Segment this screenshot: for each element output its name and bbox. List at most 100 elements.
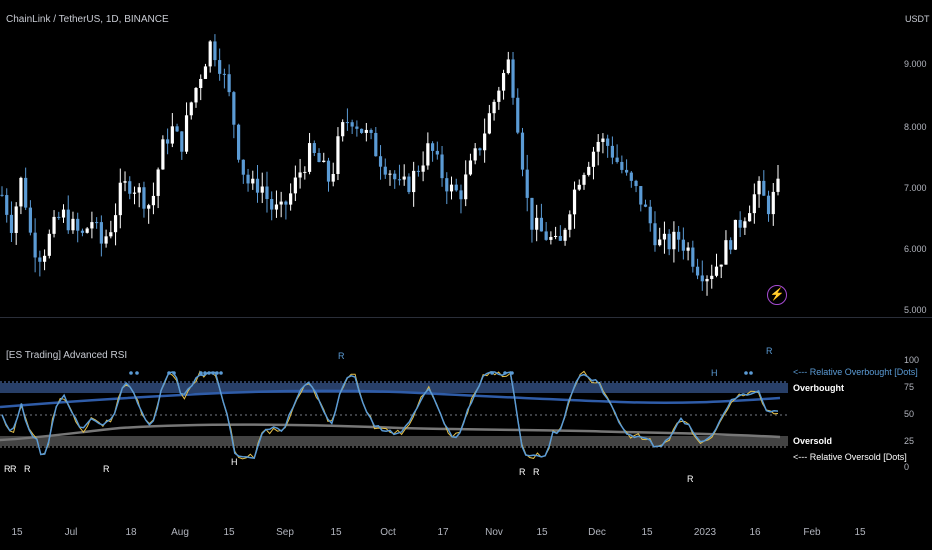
candle-body — [293, 177, 297, 194]
candle-body — [577, 184, 581, 190]
candle-body — [199, 78, 203, 88]
time-tick: 15 — [330, 527, 342, 538]
candle-body — [251, 178, 255, 184]
candle-body — [246, 174, 250, 184]
candle-body — [407, 176, 411, 193]
candle-body — [435, 150, 439, 155]
candle-body — [691, 247, 695, 267]
candle-body — [147, 205, 151, 209]
candle-body — [76, 218, 80, 231]
candle-body — [624, 169, 629, 173]
bottom-marker: R — [519, 467, 526, 477]
candle-body — [284, 201, 288, 205]
overbought-dot — [490, 371, 494, 375]
candle-body — [180, 131, 184, 152]
candle-body — [719, 264, 723, 267]
candle-body — [497, 90, 501, 102]
rsi-tick: 25 — [904, 436, 915, 446]
candle-body — [539, 217, 544, 232]
indicator-title[interactable]: [ES Trading] Advanced RSI — [6, 350, 128, 361]
candle-body — [326, 160, 331, 182]
candle-body — [776, 178, 780, 192]
time-tick: Sep — [276, 527, 294, 538]
candle-body — [459, 190, 463, 200]
candle-body — [5, 195, 9, 215]
candle-body — [572, 189, 577, 215]
candle-body — [156, 169, 160, 196]
rsi-tick: 100 — [904, 355, 920, 365]
overbought-dot — [129, 371, 133, 375]
candle-body — [634, 180, 638, 187]
candle-body — [587, 166, 591, 175]
overbought-dot — [135, 371, 139, 375]
candle-body — [629, 172, 633, 181]
candle-body — [345, 122, 350, 124]
pane-divider[interactable] — [0, 317, 932, 318]
candle-body — [260, 186, 264, 193]
candle-body — [516, 97, 520, 133]
candle-body — [558, 235, 562, 241]
rsi-chart[interactable] — [0, 320, 932, 515]
candle-body — [766, 195, 771, 215]
overbought-dot — [219, 371, 223, 375]
candle-body — [303, 171, 307, 173]
time-tick: Aug — [171, 527, 189, 538]
overbought-dot — [172, 371, 176, 375]
currency-label: USDT — [905, 14, 930, 24]
rsi-line — [1, 371, 779, 460]
candle-body — [454, 184, 458, 191]
candle-body — [57, 216, 61, 218]
candle-body — [9, 214, 14, 233]
candle-body — [312, 143, 316, 153]
candle-body — [762, 180, 766, 196]
bottom-marker: R — [4, 464, 11, 474]
candle-body — [426, 143, 430, 166]
overbought-dot — [167, 371, 171, 375]
candle-body — [137, 187, 141, 193]
candle-body — [662, 233, 667, 240]
candle-body — [530, 197, 534, 230]
candle-body — [99, 222, 103, 244]
candle-body — [350, 122, 354, 127]
candle-body — [648, 206, 652, 224]
candle-body — [487, 113, 491, 134]
candle-body — [478, 148, 482, 151]
candle-body — [620, 161, 624, 170]
candle-body — [203, 66, 208, 79]
candle-body — [241, 159, 245, 175]
candle-body — [506, 59, 510, 74]
candle-body — [90, 222, 94, 229]
candle-body — [161, 139, 165, 170]
candle-body — [85, 228, 89, 233]
candle-body — [66, 209, 70, 231]
top-marker: R — [766, 346, 773, 356]
candle-body — [364, 129, 368, 133]
candle-body — [700, 275, 704, 282]
time-tick: Oct — [380, 527, 396, 538]
candle-body — [123, 181, 127, 183]
candle-body — [582, 174, 586, 185]
candle-body — [355, 126, 359, 129]
candle-body — [464, 174, 468, 200]
overbought-dot — [744, 371, 748, 375]
candle-body — [317, 152, 321, 163]
candle-body — [672, 231, 676, 250]
bottom-marker: R — [10, 464, 17, 474]
price-tick: 9.000 — [904, 59, 927, 69]
candle-body — [752, 194, 756, 214]
candle-body — [175, 126, 179, 132]
candle-body — [52, 216, 56, 234]
candle-body — [643, 204, 648, 207]
candle-body — [118, 182, 122, 216]
candle-body — [421, 165, 425, 172]
candle-body — [511, 59, 515, 98]
overbought-band — [0, 383, 788, 393]
oversold-band — [0, 436, 788, 446]
candle-body — [331, 173, 335, 182]
candle-body — [520, 132, 525, 170]
candle-body — [686, 247, 690, 251]
time-tick: 2023 — [693, 527, 717, 538]
bottom-marker: H — [231, 457, 238, 467]
lightning-icon[interactable]: ⚡ — [767, 285, 787, 305]
price-chart[interactable] — [0, 0, 932, 317]
